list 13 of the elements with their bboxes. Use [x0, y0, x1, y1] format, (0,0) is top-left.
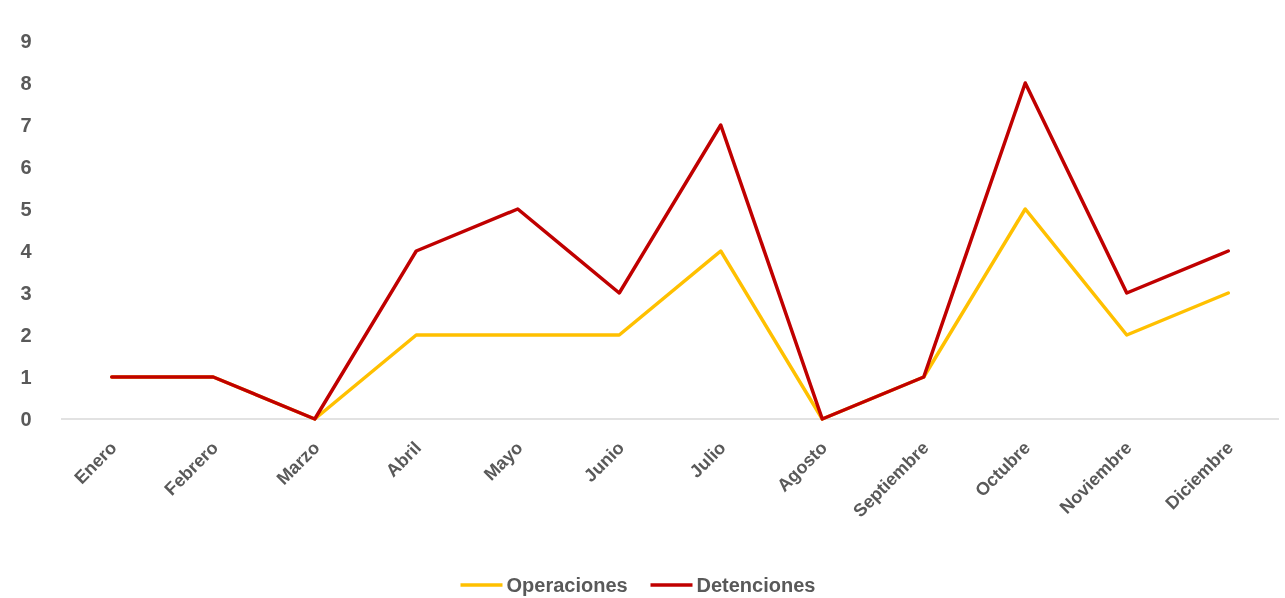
y-tick-label: 6 — [20, 156, 32, 178]
y-tick-label: 5 — [20, 198, 32, 220]
y-tick-label: 9 — [20, 30, 32, 52]
legend-label: Detenciones — [696, 574, 816, 596]
y-tick-label: 7 — [20, 114, 32, 136]
y-tick-label: 3 — [20, 282, 32, 304]
y-tick-label: 2 — [20, 324, 32, 346]
legend-label: Operaciones — [506, 574, 628, 596]
y-tick-label: 8 — [20, 72, 32, 94]
line-series — [110, 81, 1230, 421]
y-tick-label: 1 — [20, 366, 32, 388]
y-tick-label: 0 — [20, 408, 32, 430]
y-tick-label: 4 — [20, 240, 33, 262]
